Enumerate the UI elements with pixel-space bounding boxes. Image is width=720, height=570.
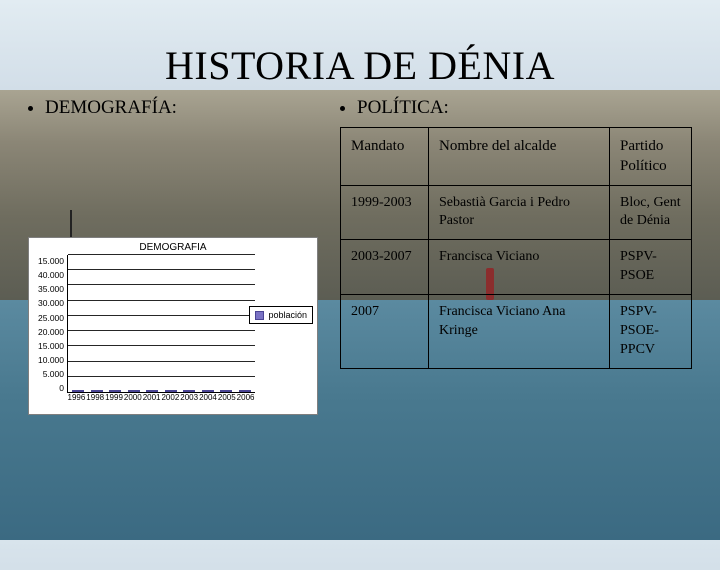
- gridline: [68, 300, 255, 301]
- table-header-cell: Nombre del alcalde: [429, 128, 610, 186]
- ytick-label: 35.000: [38, 285, 64, 294]
- table-cell: PSPV-PSOE: [610, 240, 692, 295]
- xtick-label: 1999: [105, 393, 124, 402]
- chart-title: DEMOGRAFIA: [29, 238, 317, 255]
- section-politica: POLÍTICA:: [340, 97, 692, 119]
- table-cell: Bloc, Gent de Dénia: [610, 185, 692, 240]
- xtick-label: 2004: [199, 393, 218, 402]
- bar: [146, 390, 158, 392]
- xtick-label: 2005: [217, 393, 236, 402]
- xtick-label: 2001: [142, 393, 161, 402]
- bar: [202, 390, 214, 392]
- table-cell: 2003-2007: [341, 240, 429, 295]
- gridline: [68, 345, 255, 346]
- chart-xaxis: 1996199819992000200120022003200420052006: [29, 393, 255, 402]
- ytick-label: 5.000: [43, 370, 64, 379]
- table-cell: Francisca Viciano: [429, 240, 610, 295]
- chart-plot-area: [67, 255, 255, 393]
- ytick-label: 15.000: [38, 342, 64, 351]
- gridline: [68, 269, 255, 270]
- bar-column: [182, 390, 197, 392]
- bar: [91, 390, 103, 392]
- ytick-label: 40.000: [38, 271, 64, 280]
- xtick-label: 2000: [123, 393, 142, 402]
- bar-column: [238, 390, 253, 392]
- table-cell: PSPV-PSOE-PPCV: [610, 295, 692, 369]
- bullet-icon: [340, 106, 345, 111]
- gridline: [68, 315, 255, 316]
- chart-yaxis: 15.000 40.000 35.000 30.000 25.000 20.000 15.0…: [29, 255, 67, 393]
- gridline: [68, 254, 255, 255]
- xtick-label: 2003: [180, 393, 199, 402]
- politica-table: Mandato Nombre del alcalde Partido Polít…: [340, 127, 692, 369]
- bar-column: [90, 390, 105, 392]
- table-row: 2003-2007 Francisca Viciano PSPV-PSOE: [341, 240, 692, 295]
- table-header-cell: Partido Político: [610, 128, 692, 186]
- chart-legend: población: [249, 306, 313, 324]
- ytick-label: 0: [59, 384, 64, 393]
- gridline: [68, 330, 255, 331]
- bar: [239, 390, 251, 392]
- table-header-cell: Mandato: [341, 128, 429, 186]
- ytick-label: 15.000: [38, 257, 64, 266]
- bar-column: [145, 390, 160, 392]
- legend-swatch-icon: [255, 311, 264, 320]
- table-cell: 1999-2003: [341, 185, 429, 240]
- table-header-row: Mandato Nombre del alcalde Partido Polít…: [341, 128, 692, 186]
- legend-label: población: [268, 310, 307, 320]
- bar: [165, 390, 177, 392]
- demografia-chart: DEMOGRAFIA 15.000 40.000 35.000 30.000 25.00…: [28, 237, 318, 415]
- bar-column: [127, 390, 142, 392]
- table-cell: Sebastià Garcia i Pedro Pastor: [429, 185, 610, 240]
- table-row: 2007 Francisca Viciano Ana Kringe PSPV-P…: [341, 295, 692, 369]
- bullet-icon: [28, 106, 33, 111]
- xtick-label: 2002: [161, 393, 180, 402]
- bar-column: [108, 390, 123, 392]
- bar-column: [201, 390, 216, 392]
- gridline: [68, 361, 255, 362]
- bar: [72, 390, 84, 392]
- bar-column: [71, 390, 86, 392]
- bar: [109, 390, 121, 392]
- table-cell: Francisca Viciano Ana Kringe: [429, 295, 610, 369]
- ytick-label: 20.000: [38, 328, 64, 337]
- bar-column: [219, 390, 234, 392]
- bar: [183, 390, 195, 392]
- gridline: [68, 284, 255, 285]
- page-title: HISTORIA DE DÉNIA: [0, 30, 720, 89]
- gridline: [68, 376, 255, 377]
- section-demografia: DEMOGRAFÍA:: [28, 97, 328, 119]
- ytick-label: 30.000: [38, 299, 64, 308]
- xtick-label: 1996: [67, 393, 86, 402]
- section-politica-label: POLÍTICA:: [357, 97, 449, 119]
- bar: [128, 390, 140, 392]
- xtick-label: 2006: [236, 393, 255, 402]
- bar: [220, 390, 232, 392]
- ytick-label: 25.000: [38, 314, 64, 323]
- bar-column: [164, 390, 179, 392]
- ytick-label: 10.000: [38, 356, 64, 365]
- section-demografia-label: DEMOGRAFÍA:: [45, 97, 177, 119]
- xtick-label: 1998: [86, 393, 105, 402]
- table-cell: 2007: [341, 295, 429, 369]
- table-row: 1999-2003 Sebastià Garcia i Pedro Pastor…: [341, 185, 692, 240]
